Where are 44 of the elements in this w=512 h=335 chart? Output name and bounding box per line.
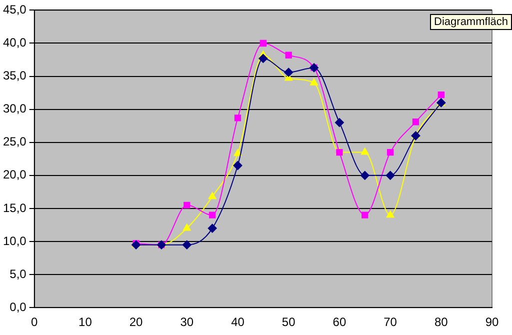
x-tick-label: 10 [78,315,92,330]
point [360,148,369,155]
x-tick-label: 50 [282,315,296,330]
x-tick-label: 20 [129,315,144,330]
x-tick-label: 70 [384,315,398,330]
point [233,161,242,170]
y-tick-label: 35,0 [2,68,27,83]
x-tick-label: 60 [332,315,346,330]
y-tick-label: 30,0 [2,102,27,116]
point [208,192,216,200]
point [386,170,395,180]
point [182,240,192,250]
annotation: Diagrammfläch [430,14,512,30]
y-tick-label: 45,0 [2,2,27,17]
y-tick-label: 10,0 [2,234,27,248]
point [362,212,368,218]
x-tick-label: 80 [434,315,448,330]
x-tick-label: 90 [485,315,499,330]
point [334,118,344,128]
point [260,40,267,47]
y-tick-label: 20,0 [2,168,27,182]
y-tick-label: 25,0 [2,134,27,149]
point [360,170,370,180]
point [258,54,268,63]
point [209,212,216,218]
point [208,224,217,233]
point [310,78,318,86]
point [386,148,394,156]
y-tick-label: 40,0 [2,36,27,50]
point [184,202,190,208]
y-tick-label: 15,0 [2,200,27,215]
point [412,118,420,126]
point [234,114,242,122]
point [285,52,292,58]
point [182,224,191,231]
y-tick-label: 0,0 [10,300,27,314]
x-tick-label: 40 [231,315,245,330]
point [284,68,294,77]
point [386,210,394,218]
point [438,91,444,98]
point [234,149,242,156]
x-tick-label: 0 [31,315,38,330]
y-tick-label: 5,0 [10,266,27,281]
x-tick-label: 30 [180,315,194,330]
